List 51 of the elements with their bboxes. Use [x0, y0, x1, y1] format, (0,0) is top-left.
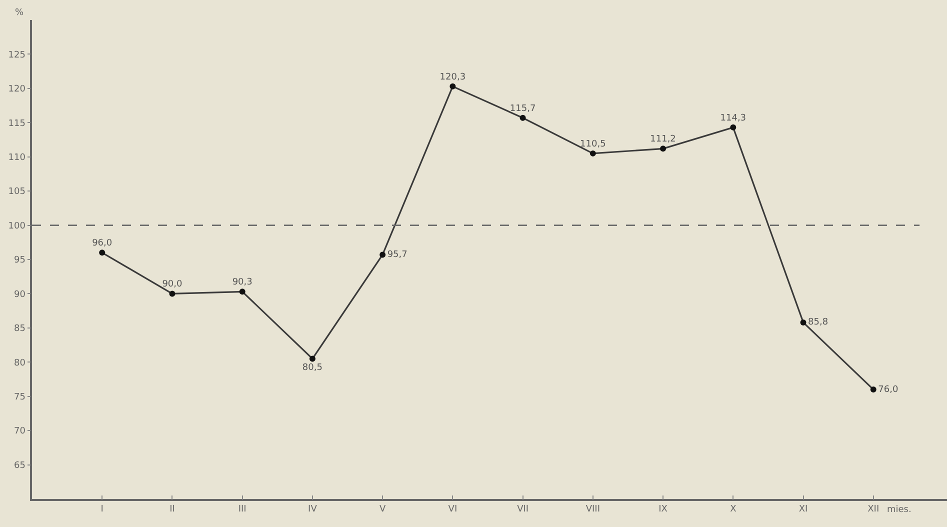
x-tick-label: X — [730, 504, 736, 515]
data-label: 85,8 — [808, 318, 828, 328]
x-tick-label: XI — [798, 504, 808, 515]
y-tick-label: 100 — [8, 221, 26, 232]
y-tick-label: 110 — [8, 153, 26, 164]
y-tick-label: 70 — [14, 426, 26, 437]
x-tick-label: III — [238, 504, 246, 515]
point — [99, 250, 106, 256]
x-tick-label: VIII — [586, 504, 600, 515]
point — [380, 252, 386, 258]
data-label: 90,3 — [232, 278, 252, 288]
point — [309, 356, 316, 362]
data-label: 90,0 — [162, 280, 183, 290]
y-tick-label: 95 — [14, 256, 26, 266]
x-tick-label: VII — [517, 504, 529, 515]
y-tick-label: 105 — [8, 187, 26, 198]
point — [660, 146, 666, 152]
x-tick-label: VI — [448, 504, 458, 515]
y-tick-label: 65 — [14, 460, 26, 471]
x-tick-label: IV — [308, 504, 318, 515]
point — [520, 114, 526, 121]
data-label: 95,7 — [387, 250, 408, 260]
y-tick-label: 120 — [8, 84, 26, 95]
data-label: 115,7 — [510, 104, 536, 114]
x-tick-label: I — [100, 504, 104, 515]
data-label: 96,0 — [92, 238, 112, 249]
point — [169, 290, 176, 297]
point — [800, 319, 806, 326]
data-label: 114,3 — [720, 113, 746, 124]
y-tick-label: 90 — [14, 290, 26, 300]
point — [239, 288, 246, 295]
data-label: 76,0 — [878, 384, 898, 395]
x-tick-label: XII — [868, 504, 880, 515]
point — [450, 83, 456, 90]
point — [730, 124, 736, 130]
y-tick-label: 85 — [14, 324, 26, 334]
y-tick-label: 80 — [14, 358, 26, 368]
y-tick-label: 115 — [8, 118, 26, 129]
y-axis-title: % — [15, 8, 24, 18]
data-label: 110,5 — [580, 139, 606, 150]
y-tick-label: 75 — [14, 392, 26, 403]
data-label: 120,3 — [440, 72, 466, 82]
x-axis-title: mies. — [887, 505, 912, 515]
data-label: 111,2 — [650, 134, 676, 145]
point — [590, 150, 596, 156]
x-tick-label: IX — [658, 504, 668, 515]
x-tick-label: II — [170, 504, 175, 515]
y-tick-label: 125 — [8, 50, 26, 60]
x-tick-label: V — [379, 504, 386, 515]
data-label: 80,5 — [302, 363, 322, 374]
point — [870, 386, 876, 393]
